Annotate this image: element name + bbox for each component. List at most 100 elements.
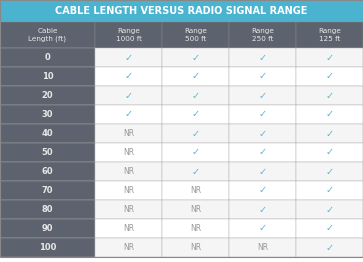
Text: NR: NR	[123, 148, 134, 157]
Text: ✓: ✓	[326, 148, 334, 157]
Bar	[95, 219, 162, 238]
Text: ✓: ✓	[258, 128, 266, 139]
Bar	[296, 124, 363, 143]
Text: ✓: ✓	[258, 166, 266, 177]
Bar	[229, 48, 296, 67]
Text: ✓: ✓	[258, 52, 266, 63]
Text: NR: NR	[257, 243, 268, 252]
Text: Range
125 ft: Range 125 ft	[318, 28, 341, 42]
Bar	[95, 143, 162, 162]
Text: ✓: ✓	[258, 72, 266, 81]
Text: NR: NR	[123, 205, 134, 214]
Bar	[162, 200, 229, 219]
Bar	[229, 22, 296, 48]
Bar	[0, 0, 363, 22]
Text: ✓: ✓	[191, 72, 200, 81]
Bar	[0, 238, 95, 257]
Text: ✓: ✓	[191, 148, 200, 157]
Bar	[229, 105, 296, 124]
Text: ✓: ✓	[326, 166, 334, 177]
Bar	[229, 200, 296, 219]
Bar	[296, 105, 363, 124]
Text: ✓: ✓	[326, 90, 334, 101]
Bar	[296, 200, 363, 219]
Text: ✓: ✓	[258, 110, 266, 119]
Text: NR: NR	[123, 243, 134, 252]
Text: ✓: ✓	[125, 52, 132, 63]
Bar	[95, 22, 162, 48]
Bar	[229, 124, 296, 143]
Bar	[0, 86, 95, 105]
Text: NR: NR	[123, 129, 134, 138]
Bar	[296, 48, 363, 67]
Bar	[162, 181, 229, 200]
Text: 30: 30	[42, 110, 53, 119]
Text: ✓: ✓	[258, 90, 266, 101]
Bar	[162, 238, 229, 257]
Text: Range
500 ft: Range 500 ft	[184, 28, 207, 42]
Bar	[229, 143, 296, 162]
Text: ✓: ✓	[191, 110, 200, 119]
Bar	[229, 86, 296, 105]
Bar	[162, 162, 229, 181]
Text: ✓: ✓	[326, 128, 334, 139]
Text: Cable
Length (ft): Cable Length (ft)	[29, 28, 66, 42]
Text: ✓: ✓	[326, 223, 334, 233]
Bar	[95, 67, 162, 86]
Bar	[0, 162, 95, 181]
Bar	[296, 162, 363, 181]
Text: ✓: ✓	[258, 185, 266, 195]
Bar	[95, 162, 162, 181]
Text: ✓: ✓	[191, 166, 200, 177]
Text: ✓: ✓	[258, 148, 266, 157]
Bar	[229, 67, 296, 86]
Text: NR: NR	[190, 243, 201, 252]
Bar	[162, 219, 229, 238]
Bar	[95, 105, 162, 124]
Text: 70: 70	[42, 186, 53, 195]
Bar	[162, 143, 229, 162]
Text: ✓: ✓	[258, 205, 266, 215]
Text: ✓: ✓	[326, 72, 334, 81]
Bar	[296, 143, 363, 162]
Bar	[162, 48, 229, 67]
Bar	[0, 67, 95, 86]
Text: ✓: ✓	[125, 90, 132, 101]
Bar	[95, 200, 162, 219]
Text: NR: NR	[190, 205, 201, 214]
Bar	[95, 181, 162, 200]
Bar	[0, 48, 95, 67]
Bar	[0, 22, 95, 48]
Bar	[296, 86, 363, 105]
Text: NR: NR	[123, 186, 134, 195]
Text: CABLE LENGTH VERSUS RADIO SIGNAL RANGE: CABLE LENGTH VERSUS RADIO SIGNAL RANGE	[55, 6, 308, 16]
Text: 0: 0	[45, 53, 50, 62]
Bar	[0, 219, 95, 238]
Bar	[95, 48, 162, 67]
Text: ✓: ✓	[326, 205, 334, 215]
Text: 50: 50	[42, 148, 53, 157]
Bar	[296, 67, 363, 86]
Bar	[95, 124, 162, 143]
Bar	[0, 181, 95, 200]
Bar	[229, 238, 296, 257]
Bar	[229, 219, 296, 238]
Bar	[296, 238, 363, 257]
Text: ✓: ✓	[125, 110, 132, 119]
Bar	[162, 124, 229, 143]
Bar	[296, 181, 363, 200]
Bar	[0, 200, 95, 219]
Text: NR: NR	[123, 167, 134, 176]
Text: ✓: ✓	[258, 223, 266, 233]
Text: NR: NR	[190, 224, 201, 233]
Text: NR: NR	[190, 186, 201, 195]
Text: ✓: ✓	[326, 110, 334, 119]
Bar	[296, 219, 363, 238]
Bar	[0, 143, 95, 162]
Bar	[162, 22, 229, 48]
Text: ✓: ✓	[191, 52, 200, 63]
Text: 90: 90	[42, 224, 53, 233]
Bar	[162, 67, 229, 86]
Bar	[162, 86, 229, 105]
Text: ✓: ✓	[125, 72, 132, 81]
